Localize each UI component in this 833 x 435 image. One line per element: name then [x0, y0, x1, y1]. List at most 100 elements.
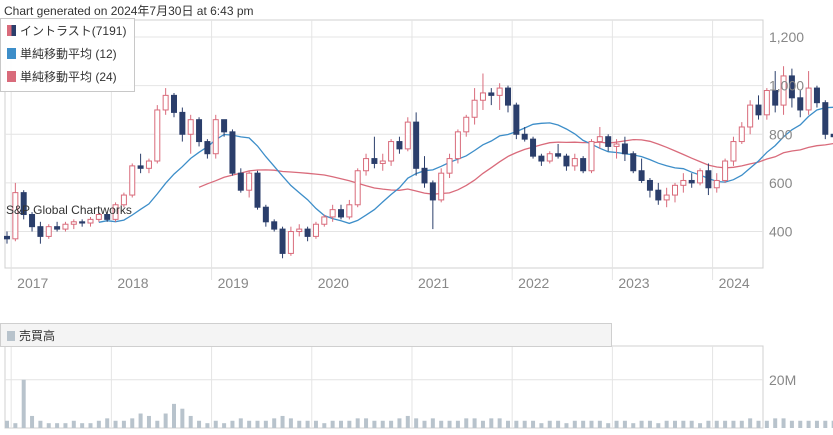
legend-item-sma24: 単純移動平均 (24) — [7, 68, 117, 85]
candle-up — [95, 214, 102, 220]
candle-down — [271, 221, 278, 230]
volume-bar — [689, 420, 694, 428]
volume-bar — [439, 420, 444, 428]
y-tick-label: 1,200 — [769, 29, 804, 45]
volume-bar — [213, 420, 218, 428]
candle-up — [112, 204, 119, 220]
candle-up — [471, 99, 478, 118]
candle-up — [588, 141, 595, 172]
candle-up — [45, 226, 52, 237]
volume-bar — [531, 420, 536, 428]
candle-up — [404, 121, 411, 150]
candle-up — [120, 194, 127, 206]
volume-bar — [38, 420, 43, 428]
candle-up — [70, 221, 77, 225]
volume-bar — [464, 418, 469, 428]
candle-up — [672, 184, 678, 196]
candle-down — [580, 158, 587, 172]
volume-bar — [472, 418, 477, 428]
candle-up — [546, 153, 553, 162]
candle-down — [655, 189, 662, 201]
volume-bar — [397, 418, 402, 428]
candle-up — [354, 170, 361, 206]
y-tick-label: 600 — [769, 175, 793, 191]
candle-up — [571, 158, 578, 167]
volume-bar — [455, 420, 460, 428]
candle-up — [312, 223, 319, 237]
volume-bar — [80, 423, 85, 428]
candle-up — [697, 170, 704, 184]
candle-down — [413, 121, 420, 169]
candle-up — [363, 158, 370, 172]
volume-bar — [723, 420, 728, 428]
volume-bar — [146, 415, 151, 428]
x-tick-label: 2018 — [117, 275, 148, 291]
volume-bar — [739, 420, 744, 428]
volume-bar — [756, 420, 761, 428]
volume-bar — [138, 413, 143, 428]
candle-down — [688, 179, 695, 184]
candle-down — [563, 155, 570, 167]
candle-down — [755, 104, 762, 116]
volume-bar — [664, 420, 669, 428]
candle-up — [62, 223, 69, 230]
volume-bar — [522, 420, 527, 428]
volume-bar — [322, 423, 327, 428]
volume-bar — [71, 420, 76, 428]
candle-up — [162, 94, 169, 111]
legend-label-sma12: 単純移動平均 (12) — [20, 47, 117, 61]
candle-up — [12, 192, 19, 240]
candle-up — [596, 136, 603, 143]
volume-bar — [497, 418, 502, 428]
candle-down — [788, 75, 795, 99]
candle-down — [521, 133, 528, 140]
candle-up — [496, 87, 503, 96]
candle-up — [805, 87, 812, 111]
volume-bar — [781, 418, 786, 428]
candle-up — [87, 218, 94, 224]
volume-bar — [581, 420, 586, 428]
candle-down — [171, 94, 177, 113]
volume-bar — [113, 420, 118, 428]
volume-bar — [364, 418, 369, 428]
volume-bar — [121, 420, 126, 428]
volume-bar — [597, 420, 602, 428]
candle-down — [221, 119, 228, 133]
x-tick-label: 2024 — [719, 275, 750, 291]
volume-bar — [631, 423, 636, 428]
volume-bar — [806, 420, 811, 428]
volume-bar — [13, 423, 18, 428]
volume-bar — [105, 418, 110, 428]
candle-down — [137, 165, 144, 169]
candle-up — [438, 172, 445, 201]
volume-bar — [380, 420, 385, 428]
volume-bar — [46, 423, 51, 428]
volume-bar — [614, 420, 619, 428]
volume-bar — [589, 420, 594, 428]
candle-up — [145, 160, 152, 169]
volume-tick-label: 20M — [769, 372, 796, 388]
volume-bar — [422, 420, 427, 428]
plot-frame — [4, 19, 764, 269]
candle-down — [638, 170, 645, 181]
volume-bar — [255, 420, 260, 428]
volume-bar — [506, 420, 510, 428]
y-tick-label: 400 — [769, 224, 793, 240]
volume-bar — [539, 423, 544, 428]
volume-bar — [222, 423, 227, 428]
volume-bar — [681, 420, 686, 428]
volume-bar — [405, 415, 410, 428]
candle-down — [196, 119, 203, 143]
candle-up — [730, 141, 737, 162]
candle-up — [321, 216, 328, 225]
volume-bar — [673, 420, 677, 428]
volume-bar — [372, 420, 377, 428]
volume-bar — [272, 418, 277, 428]
volume-panel-header: 売買高 — [0, 323, 612, 347]
volume-bar — [731, 420, 736, 428]
volume-bar — [556, 420, 561, 428]
candle-up — [296, 228, 303, 233]
x-tick-label: 2019 — [218, 275, 249, 291]
volume-bar — [5, 420, 9, 428]
